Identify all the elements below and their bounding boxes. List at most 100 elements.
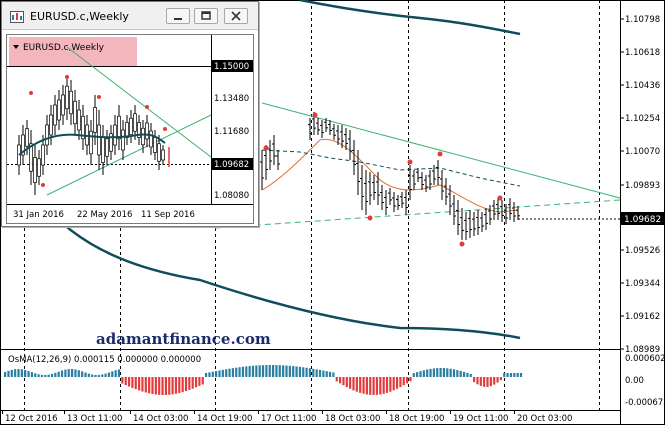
osma-bar — [509, 373, 513, 377]
osma-bar — [77, 370, 80, 377]
fractal-marker — [407, 159, 413, 165]
price-tick-label: 1.10798 — [625, 15, 660, 25]
osma-bar — [426, 369, 429, 377]
osma-bar — [352, 377, 355, 391]
price-tick-label: 1.09162 — [625, 312, 660, 322]
sub-trendline-down — [66, 46, 212, 158]
osma-bar — [513, 373, 516, 377]
osma-bar — [452, 369, 456, 377]
osma-bar — [151, 377, 154, 395]
osma-bar — [158, 377, 161, 395]
osma-bar — [272, 365, 275, 377]
osma-bar — [24, 369, 27, 377]
price-bars — [260, 112, 520, 240]
osma-bar — [161, 377, 164, 395]
osma-bar — [241, 366, 245, 377]
osma-bar — [101, 374, 104, 377]
osma-bar — [292, 366, 295, 377]
osma-bar — [295, 366, 298, 377]
sub-price-label: 1.15000 — [214, 62, 249, 72]
osma-bar — [305, 367, 308, 377]
osma-bar — [14, 369, 17, 377]
osma-bar — [409, 377, 412, 382]
osma-bar — [54, 372, 57, 377]
sub-window-titlebar[interactable]: EURUSD.c,Weekly — [2, 2, 258, 30]
upper-envelope-line — [299, 0, 521, 36]
dropdown-arrow-icon — [13, 45, 19, 49]
lower-envelope-line — [39, 199, 521, 340]
osma-bar — [238, 367, 241, 377]
fractal-marker — [497, 195, 503, 201]
osma-bar — [211, 371, 214, 377]
sub-price-label: 1.13480 — [214, 94, 249, 104]
sub-price-label: 1.09682 — [214, 160, 249, 170]
osma-bar — [181, 377, 184, 393]
sub-window-title: EURUSD.c,Weekly — [30, 10, 129, 23]
sub-candle-body — [73, 100, 77, 125]
osma-bar — [178, 377, 181, 394]
price-tick-label: 1.08989 — [625, 345, 660, 355]
time-tick-label: 14 Oct 03:00 — [133, 414, 188, 424]
osma-bar — [131, 377, 134, 388]
sub-time-label: 31 Jan 2016 — [13, 210, 64, 220]
osma-bar — [205, 373, 208, 377]
osma-bar — [225, 369, 228, 377]
lower-trendline — [214, 199, 621, 229]
osma-bar — [265, 365, 268, 377]
osma-bar — [406, 377, 409, 384]
osma-bar — [184, 377, 188, 392]
minimize-button[interactable] — [166, 8, 190, 24]
fractal-marker — [367, 215, 373, 221]
minimize-icon — [174, 18, 182, 20]
osma-bar — [439, 368, 442, 377]
sub-candle-body — [161, 149, 165, 161]
restore-button[interactable] — [194, 8, 218, 24]
osma-bar — [462, 371, 466, 377]
osma-bar — [7, 370, 10, 377]
ma-dashed-line — [261, 149, 521, 187]
osma-bar — [416, 372, 419, 377]
time-tick-label: 20 Oct 03:00 — [517, 414, 572, 424]
osma-bar — [198, 377, 201, 386]
osma-bar — [318, 369, 322, 377]
osma-bar — [261, 365, 265, 377]
price-tick-label: 1.09344 — [625, 279, 660, 289]
time-tick-label: 19 Oct 11:00 — [453, 414, 508, 424]
sub-fractal-markers — [29, 75, 167, 187]
osma-bar — [345, 377, 348, 388]
sub-trendline-up — [46, 114, 212, 196]
osma-bar — [255, 365, 258, 377]
close-button[interactable] — [224, 8, 248, 24]
osma-bar — [27, 370, 30, 377]
sub-chart-window[interactable]: EURUSD.c,Weekly EURUSD.c,Weekly 1.15000 1… — [1, 1, 259, 227]
osma-bar — [30, 372, 33, 377]
osma-bar — [17, 369, 20, 377]
time-tick-label: 18 Oct 03:00 — [325, 414, 380, 424]
osma-bar — [4, 372, 7, 377]
osma-bar — [221, 369, 224, 377]
osma-bar — [275, 365, 278, 377]
osma-bar — [322, 370, 325, 377]
osma-bar — [395, 377, 399, 389]
osma-bar — [399, 377, 402, 388]
sub-chart-canvas[interactable]: EURUSD.c,Weekly 1.15000 1.13480 1.11680 1.0… — [7, 35, 253, 223]
osma-bar — [392, 377, 395, 391]
osma-bar — [111, 371, 114, 377]
osma-bar — [215, 371, 218, 377]
osma-bar — [419, 371, 422, 377]
osma-bar — [201, 377, 204, 385]
osma-bar — [117, 369, 121, 377]
osma-bar — [188, 377, 191, 390]
osma-bar — [47, 374, 50, 377]
osma-bar — [208, 372, 211, 377]
osma-bar — [60, 370, 64, 377]
time-tick-label: 17 Oct 11:00 — [261, 414, 316, 424]
price-tick-label: 1.10436 — [625, 81, 660, 91]
price-tick-label: 1.09526 — [625, 246, 660, 256]
upper-trendline — [261, 102, 621, 199]
sub-chart-area[interactable]: EURUSD.c,Weekly 1.15000 1.13480 1.11680 1.0… — [6, 34, 254, 224]
osma-bar — [84, 372, 87, 377]
osma-bar — [516, 373, 519, 377]
osma-bar — [34, 373, 37, 377]
osma-bar — [315, 369, 318, 377]
